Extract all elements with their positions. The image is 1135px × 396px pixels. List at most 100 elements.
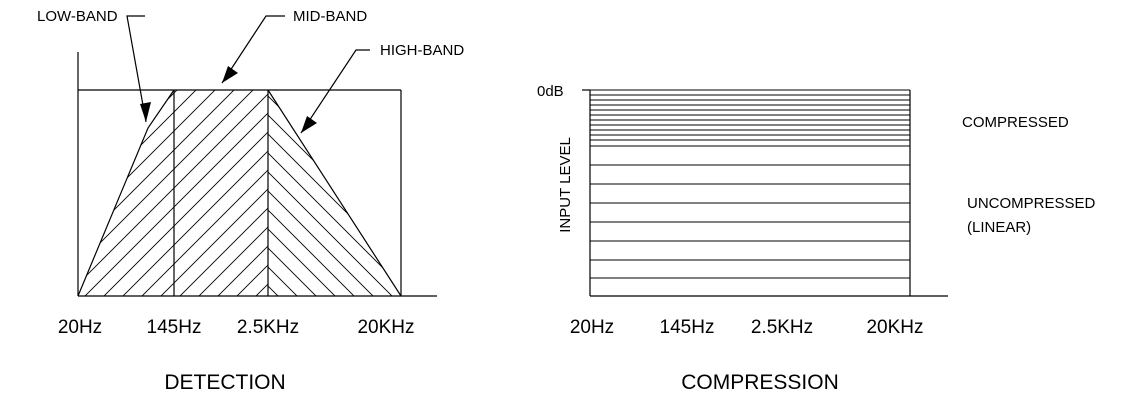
mid-band-hatch-line <box>251 60 511 320</box>
uncompressed-region-label: UNCOMPRESSED <box>967 195 1096 212</box>
mid-band-hatch-line <box>612 60 872 320</box>
low-band-hatch-line <box>688 60 948 320</box>
mid-band-hatch-line <box>0 60 17 320</box>
low-band-hatch-line <box>612 60 872 320</box>
mid-band-hatch-line <box>669 60 929 320</box>
high-band-hatch-line <box>268 90 322 296</box>
detection-tick-20hz: 20Hz <box>58 317 102 338</box>
high-band-hatch-line <box>288 90 401 296</box>
high-band-leader <box>300 49 370 134</box>
high-band-hatch-line <box>268 90 360 296</box>
mid-band-hatch-line <box>174 90 197 113</box>
low-band-hatch-line <box>78 90 174 296</box>
low-band-slope <box>77 89 175 297</box>
mid-band-hatch-line <box>0 60 188 320</box>
uncompressed-region-note: (LINEAR) <box>967 219 1031 236</box>
compression-tick-20hz: 20Hz <box>570 317 614 338</box>
low-band-hatch-line <box>117 90 174 296</box>
high-band-hatch-line <box>555 60 815 320</box>
low-band-hatch-line <box>78 90 94 296</box>
mid-band-hatch-line <box>270 60 530 320</box>
mid-band-hatch-line <box>198 226 268 296</box>
low-band-hatch-line <box>593 60 853 320</box>
low-band-hatch-line <box>479 60 739 320</box>
low-band-hatch-line <box>0 60 36 320</box>
mid-band-hatch-line <box>0 60 112 320</box>
low-band-hatch-line <box>650 60 910 320</box>
mid-band-hatch-line <box>555 60 815 320</box>
mid-band-hatch-line <box>365 60 625 320</box>
low-band-hatch-line <box>308 60 568 320</box>
low-band-hatch-line <box>403 60 663 320</box>
mid-band-hatch-line <box>289 60 549 320</box>
low-band-hatch-line <box>78 90 132 296</box>
mid-band-hatch-line <box>174 150 268 246</box>
low-band-hatch-line <box>289 60 549 320</box>
mid-band-hatch-line <box>308 60 568 320</box>
mid-band-hatch-line <box>174 93 268 189</box>
high-band-hatch-line <box>268 90 379 296</box>
compression-0db-label: 0dB <box>537 83 564 100</box>
high-band-hatch-line <box>650 60 910 320</box>
mid-band-leader <box>221 15 285 84</box>
mid-band-hatch-line <box>593 60 853 320</box>
mid-band-hatch-line <box>0 60 131 320</box>
detection-tick-145hz: 145Hz <box>147 317 202 338</box>
compressed-region-label: COMPRESSED <box>962 114 1069 131</box>
mid-band-hatch-line <box>650 60 910 320</box>
high-band-hatch-line <box>307 90 401 296</box>
mid-band-hatch-line <box>688 60 948 320</box>
low-band-hatch-line <box>574 60 834 320</box>
high-band-hatch-line <box>268 90 341 296</box>
high-band-hatch-line <box>631 60 891 320</box>
high-band-label: HIGH-BAND <box>380 42 464 59</box>
detection-caption: DETECTION <box>164 371 285 394</box>
low-band-hatch-line <box>78 90 174 296</box>
low-band-hatch-line <box>631 60 891 320</box>
compression-panel: 0dB INPUT LEVEL COMPRESSED UNCOMPRESSED … <box>537 83 1096 394</box>
mid-band-hatch-line <box>174 112 268 208</box>
high-band-hatch-line <box>0 60 36 320</box>
mid-band-hatch-line <box>0 60 55 320</box>
high-band-hatch-line <box>268 90 401 296</box>
low-band-hatch-line <box>251 60 511 320</box>
mid-band-hatch-line <box>174 90 254 170</box>
mid-band-hatch-line <box>0 60 93 320</box>
mid-band-hatch-line <box>236 264 268 296</box>
high-band-hatch-line <box>0 60 17 320</box>
high-band-hatch-line <box>269 90 401 296</box>
detection-tick-20khz: 20KHz <box>357 317 414 338</box>
mid-band-hatch-line <box>0 60 36 320</box>
low-band-hatch-line <box>555 60 815 320</box>
low-band-hatch-line <box>0 60 74 320</box>
compression-tick-145hz: 145Hz <box>660 317 715 338</box>
mid-band-hatch-line <box>0 60 150 320</box>
compression-caption: COMPRESSION <box>681 371 839 394</box>
high-band-hatch-line <box>0 60 112 320</box>
high-band-arrowhead <box>301 116 317 133</box>
low-band-leader <box>126 15 147 123</box>
mid-band-hatch-line <box>479 60 739 320</box>
high-band-hatch-line <box>479 60 739 320</box>
low-band-hatch-line <box>0 60 55 320</box>
low-band-hatch-line <box>78 90 174 296</box>
compression-y-axis-label: INPUT LEVEL <box>557 137 574 233</box>
high-band-hatch-line <box>268 90 401 296</box>
high-band-hatch-line <box>403 60 663 320</box>
mid-band-hatch-line <box>174 131 268 227</box>
mid-band-hatch-line <box>174 188 268 284</box>
high-band-hatch-line <box>0 60 74 320</box>
high-band-hatch-line <box>268 90 401 296</box>
compression-tick-20khz: 20KHz <box>866 317 923 338</box>
high-band-hatch-line <box>0 60 93 320</box>
high-band-hatch-line <box>688 60 948 320</box>
low-band-hatch-line <box>78 90 174 296</box>
high-band-hatch-line <box>0 60 226 320</box>
high-band-hatch-line <box>268 90 401 296</box>
high-band-hatch-line <box>669 60 929 320</box>
low-band-hatch-line <box>0 60 17 320</box>
low-band-hatch-line <box>536 60 796 320</box>
low-band-hatch-line <box>384 60 644 320</box>
mid-band-arrowhead <box>222 66 238 83</box>
